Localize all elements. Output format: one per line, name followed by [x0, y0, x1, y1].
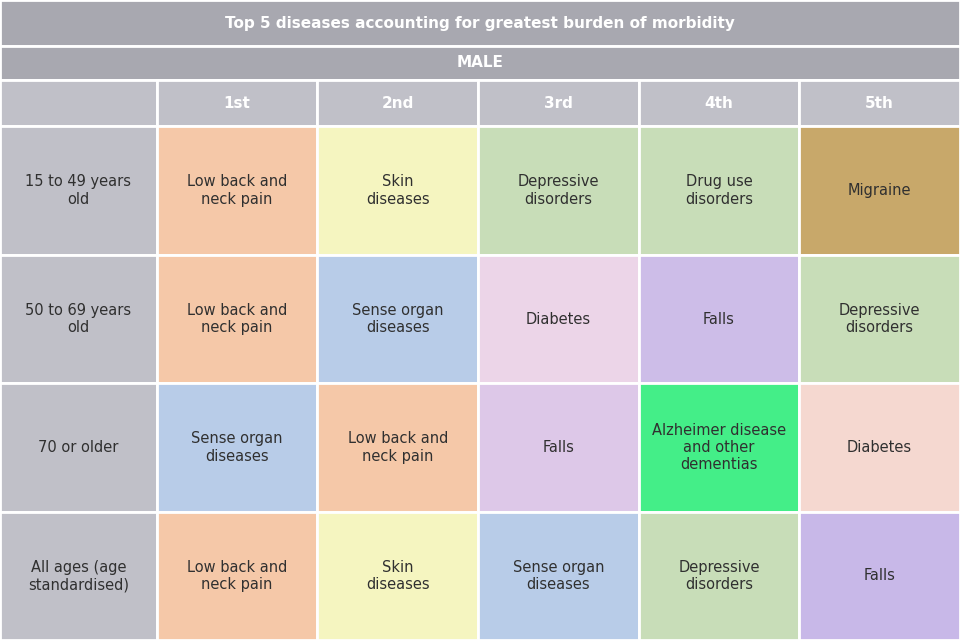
Bar	[638, 511, 800, 640]
Bar	[638, 79, 800, 127]
Text: 15 to 49 years
old: 15 to 49 years old	[25, 175, 132, 207]
Bar	[0, 127, 156, 255]
Bar	[638, 255, 800, 383]
Bar	[800, 511, 960, 640]
Bar	[156, 79, 318, 127]
Bar	[318, 255, 478, 383]
Text: All ages (age
standardised): All ages (age standardised)	[28, 559, 129, 592]
Bar	[478, 383, 638, 511]
Text: Falls: Falls	[703, 312, 735, 326]
Text: MALE: MALE	[457, 56, 503, 70]
Text: Depressive
disorders: Depressive disorders	[517, 175, 599, 207]
Text: 3rd: 3rd	[544, 95, 573, 111]
Text: Diabetes: Diabetes	[526, 312, 591, 326]
Text: Depressive
disorders: Depressive disorders	[679, 559, 759, 592]
Bar	[0, 255, 156, 383]
Bar	[318, 79, 478, 127]
Text: Low back and
neck pain: Low back and neck pain	[348, 431, 448, 463]
Bar	[478, 511, 638, 640]
Bar	[0, 46, 960, 79]
Text: Top 5 diseases accounting for greatest burden of morbidity: Top 5 diseases accounting for greatest b…	[225, 15, 735, 31]
Bar	[156, 511, 318, 640]
Text: Low back and
neck pain: Low back and neck pain	[187, 559, 287, 592]
Text: 70 or older: 70 or older	[38, 440, 119, 455]
Text: Low back and
neck pain: Low back and neck pain	[187, 303, 287, 335]
Bar	[800, 383, 960, 511]
Bar	[800, 255, 960, 383]
Text: 2nd: 2nd	[381, 95, 414, 111]
Text: 1st: 1st	[224, 95, 251, 111]
Text: Falls: Falls	[542, 440, 574, 455]
Text: Alzheimer disease
and other
dementias: Alzheimer disease and other dementias	[652, 422, 786, 472]
Text: Sense organ
diseases: Sense organ diseases	[513, 559, 604, 592]
Bar	[0, 0, 960, 46]
Bar	[478, 79, 638, 127]
Text: 4th: 4th	[705, 95, 733, 111]
Text: Sense organ
diseases: Sense organ diseases	[352, 303, 444, 335]
Bar	[800, 79, 960, 127]
Bar	[0, 383, 156, 511]
Bar	[0, 511, 156, 640]
Text: Diabetes: Diabetes	[847, 440, 912, 455]
Text: 5th: 5th	[865, 95, 894, 111]
Text: Skin
diseases: Skin diseases	[366, 175, 429, 207]
Text: Skin
diseases: Skin diseases	[366, 559, 429, 592]
Text: 50 to 69 years
old: 50 to 69 years old	[25, 303, 132, 335]
Text: Depressive
disorders: Depressive disorders	[839, 303, 921, 335]
Text: Drug use
disorders: Drug use disorders	[685, 175, 753, 207]
Bar	[638, 383, 800, 511]
Text: Low back and
neck pain: Low back and neck pain	[187, 175, 287, 207]
Bar	[638, 127, 800, 255]
Text: Falls: Falls	[864, 568, 896, 583]
Bar	[318, 383, 478, 511]
Text: Migraine: Migraine	[848, 183, 911, 198]
Text: Sense organ
diseases: Sense organ diseases	[191, 431, 283, 463]
Bar	[318, 511, 478, 640]
Bar	[156, 127, 318, 255]
Bar	[156, 255, 318, 383]
Bar	[478, 255, 638, 383]
Bar	[800, 127, 960, 255]
Bar	[478, 127, 638, 255]
Bar	[318, 127, 478, 255]
Bar	[156, 383, 318, 511]
Bar	[0, 79, 156, 127]
